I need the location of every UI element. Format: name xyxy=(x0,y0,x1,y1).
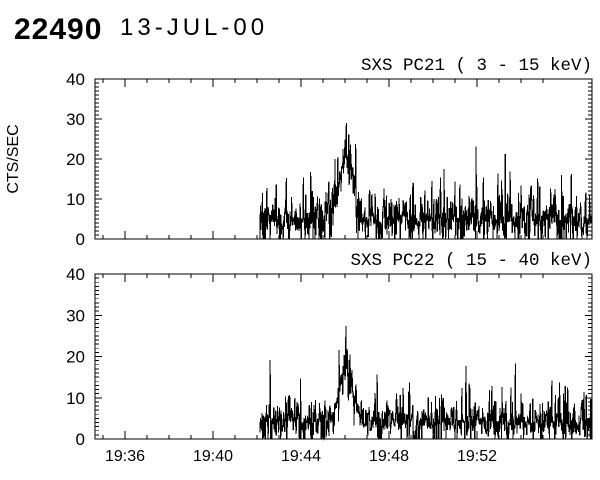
svg-text:30: 30 xyxy=(66,306,85,325)
svg-text:40: 40 xyxy=(66,265,85,284)
svg-text:19:52: 19:52 xyxy=(457,448,497,465)
svg-text:19:48: 19:48 xyxy=(369,448,409,465)
svg-text:20: 20 xyxy=(66,150,85,169)
svg-text:19:36: 19:36 xyxy=(105,448,145,465)
svg-text:0: 0 xyxy=(76,230,85,249)
svg-text:19:40: 19:40 xyxy=(193,448,233,465)
svg-text:0: 0 xyxy=(76,430,85,449)
svg-text:40: 40 xyxy=(66,70,85,89)
svg-text:20: 20 xyxy=(66,348,85,367)
svg-text:19:44: 19:44 xyxy=(281,448,321,465)
svg-text:10: 10 xyxy=(66,190,85,209)
svg-text:30: 30 xyxy=(66,110,85,129)
svg-text:CTS/SEC: CTS/SEC xyxy=(5,124,22,193)
svg-text:10: 10 xyxy=(66,389,85,408)
svg-text:SXS PC22 ( 15 - 40 keV): SXS PC22 ( 15 - 40 keV) xyxy=(350,251,592,271)
svg-text:SXS PC21 ( 3 - 15 keV): SXS PC21 ( 3 - 15 keV) xyxy=(361,56,592,76)
